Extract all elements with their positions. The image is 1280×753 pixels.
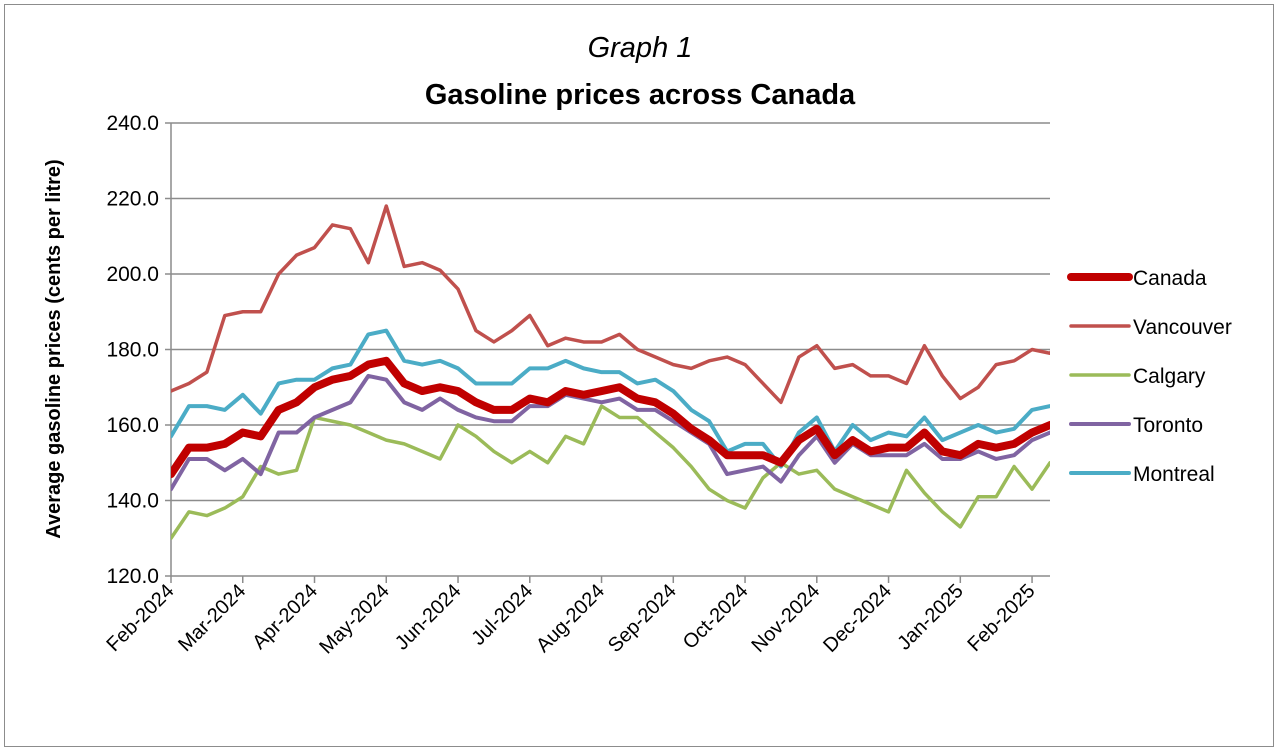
series-lines: [171, 204, 1050, 540]
series-line-vancouver: [171, 204, 1050, 405]
series-line-calgary: [171, 404, 1050, 540]
x-tick-label: Sep-2024: [604, 580, 681, 657]
y-tick-label: 160.0: [106, 414, 159, 437]
legend-label-canada: Canada: [1133, 267, 1207, 290]
x-tick-label: Jan-2025: [893, 580, 968, 655]
chart-title: Gasoline prices across Canada: [425, 79, 856, 111]
y-tick-label: 200.0: [106, 263, 159, 286]
legend-label-montreal: Montreal: [1133, 463, 1215, 486]
x-tick-label: May-2024: [315, 580, 393, 658]
x-tick-labels: Feb-2024Mar-2024Apr-2024May-2024Jun-2024…: [102, 580, 1039, 658]
y-tick-label: 140.0: [106, 490, 159, 513]
legend-label-calgary: Calgary: [1133, 365, 1206, 388]
y-tick-label: 120.0: [106, 565, 159, 588]
x-tick-label: Jul-2024: [468, 580, 538, 650]
y-tick-labels: 120.0 140.0 160.0 180.0 200.0 220.0 240.0: [106, 112, 159, 588]
x-tick-label: Jun-2024: [391, 580, 466, 655]
legend-label-vancouver: Vancouver: [1133, 316, 1232, 339]
x-tick-label: Nov-2024: [747, 580, 824, 657]
x-tick-label: Aug-2024: [532, 580, 609, 657]
y-axis-label: Average gasoline prices (cents per litre…: [43, 159, 65, 538]
x-tick-label: Oct-2024: [679, 580, 753, 654]
legend-label-toronto: Toronto: [1133, 414, 1203, 437]
y-tick-label: 240.0: [106, 112, 159, 135]
x-tick-label: Dec-2024: [819, 580, 896, 657]
series-line-canada: [171, 356, 1050, 479]
x-tick-label: Mar-2024: [174, 580, 250, 656]
series-line-montreal: [171, 328, 1050, 469]
legend: Canada Vancouver Calgary Toronto Montreal: [1067, 267, 1232, 486]
axes: [165, 122, 1050, 583]
gridlines: [171, 122, 1050, 502]
x-tick-label: Feb-2024: [102, 580, 178, 656]
chart-frame: [4, 4, 1274, 747]
x-tick-label: Apr-2024: [248, 580, 322, 654]
y-tick-label: 180.0: [106, 339, 159, 362]
chart-title-prefix: Graph 1: [588, 32, 693, 64]
y-tick-label: 220.0: [106, 188, 159, 211]
x-tick-label: Feb-2025: [963, 580, 1039, 656]
